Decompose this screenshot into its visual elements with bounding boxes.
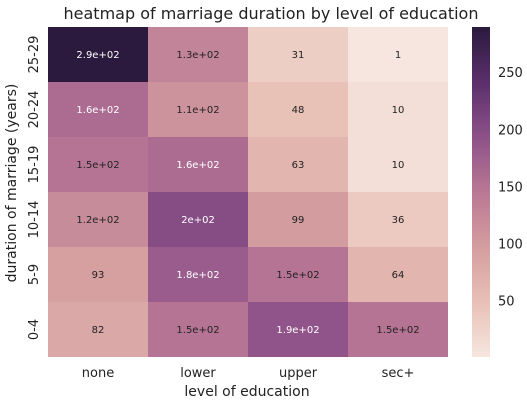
y-tick-label: 5-9 [27, 264, 42, 285]
colorbar [472, 27, 490, 357]
heatmap-cell [348, 27, 448, 82]
x-tick-label: upper [279, 366, 318, 381]
colorbar-tick-label: 100 [498, 237, 523, 252]
x-axis-label: level of education [184, 384, 309, 400]
heatmap-cell [348, 302, 448, 357]
heatmap-cell [248, 192, 348, 247]
y-tick-labels: 25-29 20-24 15-19 10-14 5-9 0-4 [27, 36, 42, 341]
cell-label: 1.5e+02 [176, 325, 219, 336]
x-tick-labels: none lower upper sec+ [82, 366, 415, 381]
cell-label: 1.8e+02 [176, 270, 219, 281]
heatmap-cell [148, 302, 248, 357]
cell-label: 1.5e+02 [76, 160, 119, 171]
cell-label: 82 [92, 325, 105, 336]
y-tick-label: 20-24 [27, 91, 42, 129]
y-tick-label: 0-4 [27, 319, 42, 340]
x-tick-label: sec+ [382, 366, 415, 381]
cell-label: 93 [92, 270, 105, 281]
cell-label: 1.3e+02 [176, 50, 219, 61]
heatmap-cell [48, 192, 148, 247]
heatmap-cell [248, 27, 348, 82]
cell-label: 36 [392, 215, 405, 226]
heatmap-cell [148, 82, 248, 137]
colorbar-tick-label: 200 [498, 123, 523, 138]
x-tick-label: lower [180, 366, 216, 381]
cell-label: 1.5e+02 [376, 325, 419, 336]
heatmap-cell [248, 82, 348, 137]
cell-label: 10 [392, 105, 405, 116]
cell-label: 1.9e+02 [276, 325, 319, 336]
cell-label: 31 [292, 50, 305, 61]
cell-label: 48 [292, 105, 305, 116]
colorbar-tick-label: 50 [498, 295, 515, 310]
y-tick-label: 15-19 [27, 146, 42, 184]
heatmap-cell [48, 302, 148, 357]
heatmap-cell [148, 192, 248, 247]
cell-label: 10 [392, 160, 405, 171]
colorbar-tick-label: 250 [498, 66, 523, 81]
cell-label: 1.6e+02 [76, 105, 119, 116]
colorbar-ticks: 50 100 150 200 250 [498, 66, 523, 309]
heatmap-cell [48, 27, 148, 82]
cell-label: 99 [292, 215, 305, 226]
heatmap-cell [48, 247, 148, 302]
cell-label: 1.6e+02 [176, 160, 219, 171]
heatmap-cell [48, 137, 148, 192]
heatmap-cell [48, 82, 148, 137]
cell-label: 64 [392, 270, 405, 281]
y-axis-label: duration of marriage (years) [4, 84, 20, 283]
heatmap-cell [348, 247, 448, 302]
y-tick-label: 10-14 [27, 201, 42, 239]
cell-label: 63 [292, 160, 305, 171]
cell-label: 2.9e+02 [76, 50, 119, 61]
heatmap-cell [148, 247, 248, 302]
cell-label: 1.1e+02 [176, 105, 219, 116]
cell-label: 1 [395, 50, 401, 61]
colorbar-tick-label: 150 [498, 180, 523, 195]
heatmap-cell [348, 82, 448, 137]
heatmap-cell [348, 192, 448, 247]
heatmap-cell [248, 302, 348, 357]
heatmap-cell [148, 137, 248, 192]
heatmap-cell [148, 27, 248, 82]
heatmap-cell [248, 137, 348, 192]
heatmap-cells: 2.9e+02 1.3e+02 31 1 1.6e+02 1.1e+02 48 10 1.5e+… [48, 27, 448, 357]
cell-label: 1.5e+02 [276, 270, 319, 281]
heatmap-cell [248, 247, 348, 302]
y-tick-label: 25-29 [27, 36, 42, 74]
x-tick-label: none [82, 366, 114, 381]
heatmap-cell [348, 137, 448, 192]
cell-label: 2e+02 [181, 215, 215, 226]
chart-title: heatmap of marriage duration by level of… [64, 4, 479, 23]
cell-label: 1.2e+02 [76, 215, 119, 226]
